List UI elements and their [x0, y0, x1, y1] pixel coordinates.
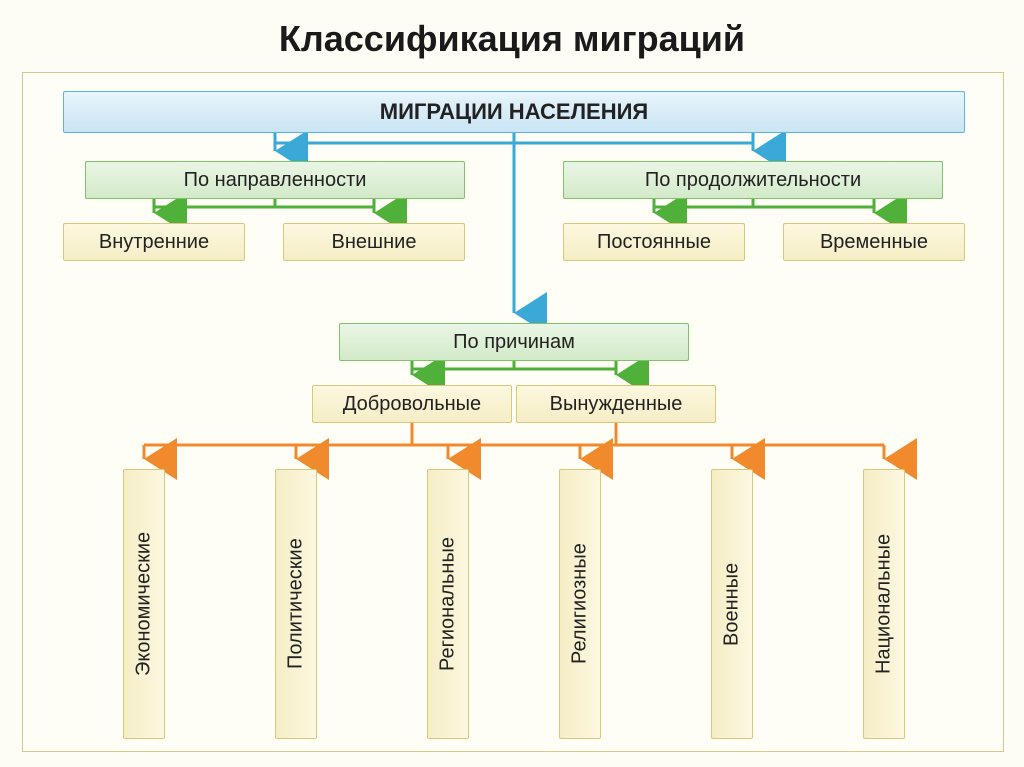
category-reasons: По причинам: [339, 323, 689, 361]
category-duration: По продолжительности: [563, 161, 943, 199]
diagram-frame: МИГРАЦИИ НАСЕЛЕНИЯ По направленности По …: [22, 72, 1004, 752]
root-box: МИГРАЦИИ НАСЕЛЕНИЯ: [63, 91, 965, 133]
leaf-voluntary: Добровольные: [312, 385, 512, 423]
category-direction: По направленности: [85, 161, 465, 199]
reason-type-3: Религиозные: [559, 469, 601, 739]
reason-type-1: Политические: [275, 469, 317, 739]
reason-type-0: Экономические: [123, 469, 165, 739]
leaf-external: Внешние: [283, 223, 465, 261]
reason-type-2: Региональные: [427, 469, 469, 739]
leaf-permanent: Постоянные: [563, 223, 745, 261]
reason-type-4: Военные: [711, 469, 753, 739]
page-title: Классификация миграций: [0, 0, 1024, 70]
leaf-temporary: Временные: [783, 223, 965, 261]
leaf-internal: Внутренние: [63, 223, 245, 261]
reason-type-5: Национальные: [863, 469, 905, 739]
leaf-forced: Вынужденные: [516, 385, 716, 423]
